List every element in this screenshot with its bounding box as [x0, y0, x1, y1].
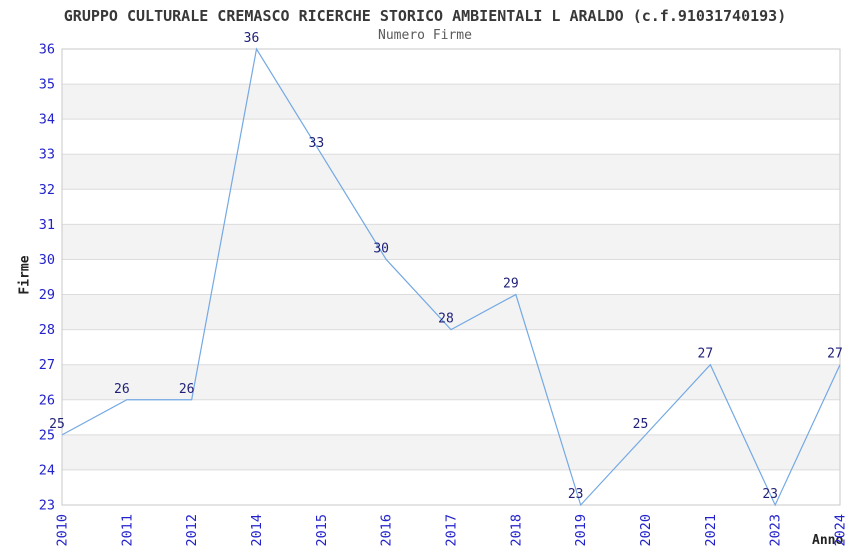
chart-subtitle: Numero Firme — [378, 28, 472, 43]
x-tick-label: 2018 — [508, 514, 524, 547]
y-tick-label: 26 — [39, 392, 55, 408]
y-tick-label: 32 — [39, 182, 55, 198]
x-tick-label: 2019 — [573, 514, 589, 547]
data-label: 30 — [373, 241, 389, 256]
grid-band — [62, 434, 840, 470]
x-tick-label: 2016 — [379, 514, 395, 547]
x-tick-label: 2010 — [55, 514, 71, 547]
data-label: 26 — [114, 382, 130, 397]
y-tick-label: 24 — [39, 462, 55, 478]
series-line — [61, 47, 841, 507]
x-tick-label: 2020 — [638, 514, 654, 547]
data-label: 23 — [762, 487, 778, 502]
y-tick-label: 33 — [39, 147, 55, 163]
x-tick-label: 2014 — [249, 514, 265, 547]
data-label: 33 — [309, 136, 325, 151]
grid-band — [62, 294, 840, 330]
y-tick-label: 29 — [39, 287, 55, 303]
y-tick-label: 28 — [39, 322, 55, 338]
grid-band — [62, 224, 840, 260]
y-tick-label: 31 — [39, 217, 55, 233]
x-tick-label: 2015 — [314, 514, 330, 547]
x-tick-label: 2011 — [119, 514, 135, 547]
data-label: 29 — [503, 277, 519, 292]
x-tick-label: 2024 — [833, 514, 849, 547]
x-axis-title: Anno — [812, 533, 844, 548]
data-label: 25 — [633, 417, 649, 432]
y-tick-label: 34 — [39, 112, 55, 128]
plot-border — [61, 48, 841, 506]
grid-band — [62, 154, 840, 190]
y-tick-label: 30 — [39, 252, 55, 268]
data-label: 28 — [438, 312, 454, 327]
y-tick-label: 27 — [39, 357, 55, 373]
x-tick-label: 2021 — [703, 514, 719, 547]
y-tick-label: 36 — [39, 42, 55, 58]
x-tick-label: 2012 — [184, 514, 200, 547]
x-tick-label: 2023 — [768, 514, 784, 547]
grid-band — [62, 364, 840, 400]
data-label: 25 — [49, 417, 65, 432]
data-label: 27 — [698, 347, 714, 362]
data-label: 36 — [244, 31, 260, 46]
data-label: 27 — [827, 347, 843, 362]
x-tick-label: 2017 — [444, 514, 460, 547]
grid-band — [62, 84, 840, 120]
data-label: 23 — [568, 487, 584, 502]
y-tick-label: 25 — [39, 427, 55, 443]
chart-title: GRUPPO CULTURALE CREMASCO RICERCHE STORI… — [63, 7, 787, 25]
y-tick-label: 35 — [39, 77, 55, 93]
y-tick-label: 23 — [39, 498, 55, 514]
data-label: 26 — [179, 382, 195, 397]
